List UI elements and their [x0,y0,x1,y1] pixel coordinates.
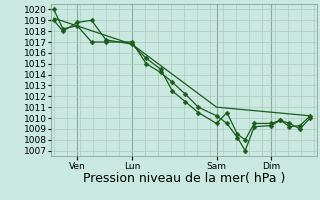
X-axis label: Pression niveau de la mer( hPa ): Pression niveau de la mer( hPa ) [83,172,285,185]
